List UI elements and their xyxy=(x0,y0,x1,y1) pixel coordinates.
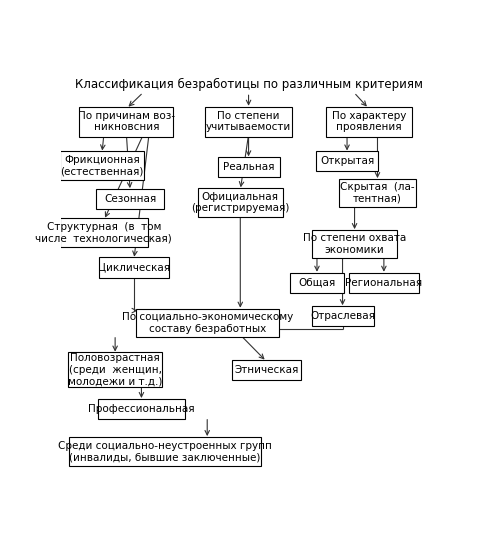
FancyBboxPatch shape xyxy=(312,230,396,258)
FancyBboxPatch shape xyxy=(325,106,411,137)
FancyBboxPatch shape xyxy=(289,273,344,293)
Text: Этническая: Этническая xyxy=(234,364,298,375)
FancyBboxPatch shape xyxy=(311,306,373,326)
Text: Реальная: Реальная xyxy=(222,162,274,172)
Text: По характеру
проявления: По характеру проявления xyxy=(331,111,405,132)
Text: Профессиональная: Профессиональная xyxy=(88,404,195,414)
FancyBboxPatch shape xyxy=(136,308,278,337)
FancyBboxPatch shape xyxy=(197,188,282,217)
FancyBboxPatch shape xyxy=(99,257,168,277)
Text: Классификация безработицы по различным критериям: Классификация безработицы по различным к… xyxy=(75,78,422,91)
FancyBboxPatch shape xyxy=(98,399,184,419)
Text: Сезонная: Сезонная xyxy=(104,194,156,204)
FancyBboxPatch shape xyxy=(60,218,148,247)
FancyBboxPatch shape xyxy=(217,157,279,177)
Text: Фрикционная
(естественная): Фрикционная (естественная) xyxy=(60,155,143,176)
FancyBboxPatch shape xyxy=(316,151,377,172)
FancyBboxPatch shape xyxy=(60,151,144,180)
Text: Открытая: Открытая xyxy=(319,156,373,166)
Text: Половозрастная
(среди  женщин,
молодежи и т.д.): Половозрастная (среди женщин, молодежи и… xyxy=(68,353,162,386)
Text: Региональная: Региональная xyxy=(345,277,422,288)
Text: Структурная  (в  том
числе  технологическая): Структурная (в том числе технологическая… xyxy=(35,222,172,243)
FancyBboxPatch shape xyxy=(348,273,418,293)
FancyBboxPatch shape xyxy=(231,359,301,380)
Text: Общая: Общая xyxy=(298,277,335,288)
Text: Отраслевая: Отраслевая xyxy=(309,311,374,321)
FancyBboxPatch shape xyxy=(79,106,173,137)
FancyBboxPatch shape xyxy=(205,106,291,137)
Text: Среди социально-неустроенных групп
(инвалиды, бывшие заключенные): Среди социально-неустроенных групп (инва… xyxy=(58,441,272,462)
Text: По причинам воз-
никновсния: По причинам воз- никновсния xyxy=(77,111,175,132)
Text: Официальная
(регистрируемая): Официальная (регистрируемая) xyxy=(191,192,289,213)
FancyBboxPatch shape xyxy=(69,437,260,466)
Text: Циклическая: Циклическая xyxy=(98,262,169,273)
Text: Скрытая  (ла-
тентная): Скрытая (ла- тентная) xyxy=(339,182,414,204)
Text: По социально-экономическому
составу безработных: По социально-экономическому составу безр… xyxy=(121,312,292,333)
FancyBboxPatch shape xyxy=(338,179,415,207)
Text: По степени
учитываемости: По степени учитываемости xyxy=(206,111,290,132)
FancyBboxPatch shape xyxy=(96,189,164,209)
Text: По степени охвата
экономики: По степени охвата экономики xyxy=(302,233,405,255)
FancyBboxPatch shape xyxy=(68,352,162,387)
